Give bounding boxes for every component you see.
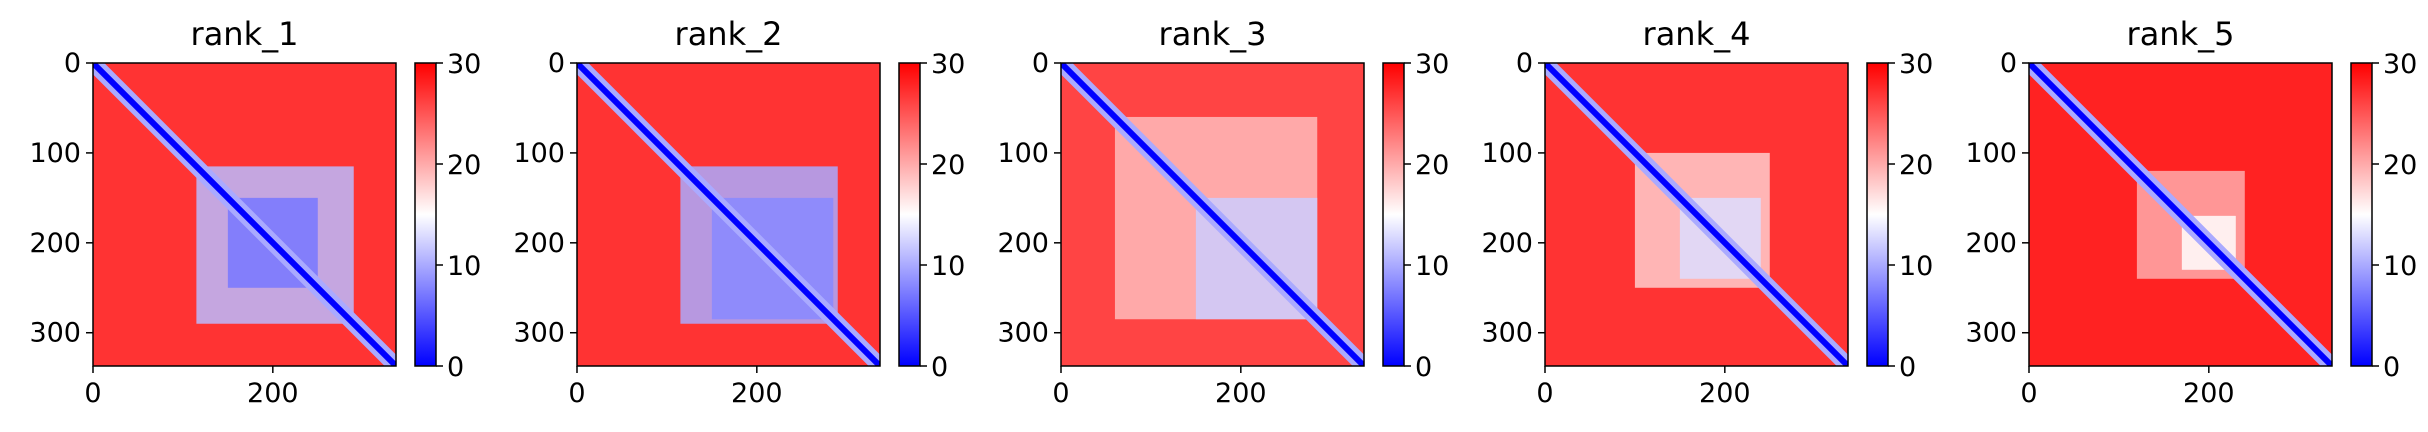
colorbar-tick-label: 20	[1415, 150, 1449, 181]
colorbar-tick-label: 10	[447, 251, 481, 282]
panel-title: rank_3	[1159, 15, 1267, 53]
colorbar-tick-label: 30	[447, 49, 481, 80]
colorbar-tick-label: 0	[1899, 352, 1916, 383]
y-tick-label: 100	[1965, 138, 2017, 169]
x-tick-label: 0	[1052, 378, 1069, 409]
y-tick-label: 200	[1965, 228, 2017, 259]
x-tick-label: 0	[568, 378, 585, 409]
colorbar-tick-label: 20	[1899, 150, 1933, 181]
colorbar-tick-label: 0	[2383, 352, 2400, 383]
y-tick-label: 300	[1481, 318, 1533, 349]
colorbar	[898, 62, 921, 367]
x-tick-label: 200	[247, 378, 299, 409]
heatmap-diagonal	[1061, 63, 1364, 366]
x-tick-label: 0	[84, 378, 101, 409]
y-tick-label: 200	[29, 228, 81, 259]
colorbar-tick-label: 0	[931, 352, 948, 383]
x-tick-label: 200	[1215, 378, 1267, 409]
y-tick-label: 200	[997, 228, 1049, 259]
x-tick-label: 200	[1699, 378, 1751, 409]
colorbar-tick-label: 30	[2383, 49, 2417, 80]
heatmap-diagonal	[2029, 63, 2332, 366]
plot-frame	[576, 62, 881, 367]
x-tick-label: 200	[2183, 378, 2235, 409]
colorbar	[1382, 62, 1405, 367]
y-tick-label: 200	[1481, 228, 1533, 259]
y-tick-label: 300	[29, 318, 81, 349]
y-tick-label: 0	[64, 48, 81, 79]
colorbar-tick-label: 0	[1415, 352, 1432, 383]
heatmap-cells	[577, 63, 880, 366]
heatmap-diagonal	[1545, 63, 1848, 366]
heatmap-cells	[1061, 63, 1364, 366]
y-tick-label: 100	[513, 138, 565, 169]
y-tick-label: 0	[1032, 48, 1049, 79]
y-tick-label: 300	[1965, 318, 2017, 349]
y-tick-label: 0	[548, 48, 565, 79]
plot-frame	[1544, 62, 1849, 367]
y-tick-label: 0	[1516, 48, 1533, 79]
x-tick-label: 0	[2020, 378, 2037, 409]
colorbar-tick-label: 30	[1415, 49, 1449, 80]
colorbar-tick-label: 10	[1899, 251, 1933, 282]
y-tick-label: 300	[997, 318, 1049, 349]
panel-title: rank_4	[1643, 15, 1751, 53]
y-tick-label: 200	[513, 228, 565, 259]
colorbar	[2350, 62, 2373, 367]
heatmap-cells	[93, 63, 396, 366]
y-tick-label: 100	[1481, 138, 1533, 169]
panel-title: rank_1	[191, 15, 299, 53]
colorbar-tick-label: 30	[931, 49, 965, 80]
y-tick-label: 100	[997, 138, 1049, 169]
panel-title: rank_2	[675, 15, 783, 53]
colorbar-tick-label: 10	[1415, 251, 1449, 282]
colorbar-tick-label: 10	[931, 251, 965, 282]
heatmap-cells	[2029, 63, 2332, 366]
colorbar	[414, 62, 437, 367]
colorbar-tick-label: 0	[447, 352, 464, 383]
colorbar-tick-label: 20	[931, 150, 965, 181]
y-tick-label: 300	[513, 318, 565, 349]
panel-title: rank_5	[2127, 15, 2235, 53]
plot-frame	[2028, 62, 2333, 367]
plot-frame	[1060, 62, 1365, 367]
y-tick-label: 100	[29, 138, 81, 169]
heatmap-diagonal	[93, 63, 396, 366]
colorbar	[1866, 62, 1889, 367]
y-tick-label: 0	[2000, 48, 2017, 79]
colorbar-tick-label: 10	[2383, 251, 2417, 282]
x-tick-label: 200	[731, 378, 783, 409]
heatmap-diagonal	[577, 63, 880, 366]
colorbar-tick-label: 30	[1899, 49, 1933, 80]
colorbar-tick-label: 20	[447, 150, 481, 181]
plot-frame	[92, 62, 397, 367]
colorbar-tick-label: 20	[2383, 150, 2417, 181]
x-tick-label: 0	[1536, 378, 1553, 409]
heatmap-cells	[1545, 63, 1848, 366]
